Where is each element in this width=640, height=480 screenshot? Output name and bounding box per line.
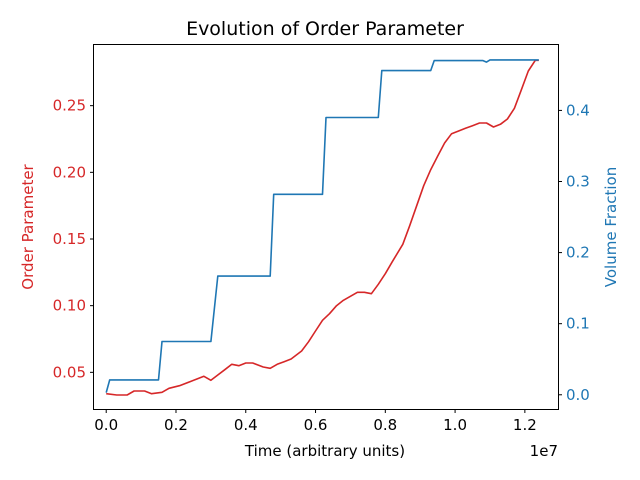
y-right-tick-label: 0.3 bbox=[566, 173, 590, 191]
y-left-tick-label: 0.10 bbox=[53, 297, 86, 315]
x-axis-label: Time (arbitrary units) bbox=[244, 442, 405, 460]
y-right-tick-label: 0.4 bbox=[566, 101, 590, 119]
x-tick-label: 0.8 bbox=[373, 416, 397, 434]
y-right-tick-label: 0.1 bbox=[566, 315, 590, 333]
x-tick-label: 0.4 bbox=[234, 416, 258, 434]
volume-fraction-series-line bbox=[105, 59, 539, 393]
x-tick-label: 0.0 bbox=[94, 416, 118, 434]
x-axis: 0.0 0.2 0.4 0.6 0.8 1.0 1.2 bbox=[94, 409, 537, 434]
x-tick-label: 0.6 bbox=[304, 416, 328, 434]
y-right-tick-label: 0.2 bbox=[566, 244, 590, 262]
x-axis-offset-label: 1e7 bbox=[530, 442, 558, 460]
order-parameter-series-line bbox=[106, 59, 539, 396]
series-layer bbox=[105, 59, 539, 396]
y-axis-right-label: Volume Fraction bbox=[602, 167, 620, 287]
x-tick-label: 1.0 bbox=[443, 416, 467, 434]
x-tick-label: 1.2 bbox=[513, 416, 537, 434]
y-right-tick-label: 0.0 bbox=[566, 386, 590, 404]
y-left-tick-label: 0.05 bbox=[53, 363, 86, 381]
plot-frame bbox=[93, 44, 559, 410]
y-left-tick-label: 0.20 bbox=[53, 163, 86, 181]
y-axis-left-label: Order Parameter bbox=[19, 163, 37, 289]
y-axis-right: 0.0 0.1 0.2 0.3 0.4 bbox=[558, 101, 590, 404]
x-tick-label: 0.2 bbox=[164, 416, 188, 434]
y-left-tick-label: 0.15 bbox=[53, 230, 86, 248]
y-axis-left: 0.05 0.10 0.15 0.20 0.25 bbox=[53, 97, 94, 381]
chart-title: Evolution of Order Parameter bbox=[186, 18, 464, 40]
y-left-tick-label: 0.25 bbox=[53, 97, 86, 115]
